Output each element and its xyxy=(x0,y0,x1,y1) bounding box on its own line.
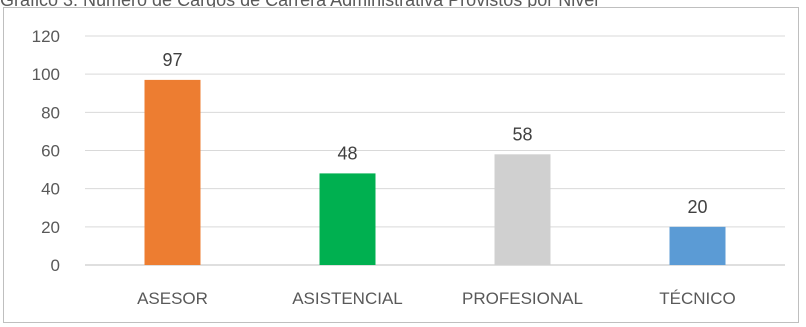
y-tick-label: 120 xyxy=(32,27,60,46)
bar-asistencial xyxy=(319,173,376,265)
y-tick-label: 100 xyxy=(32,65,60,84)
data-label: 20 xyxy=(687,197,707,217)
bar-tecnico xyxy=(669,226,726,265)
bars xyxy=(144,79,726,266)
gridlines xyxy=(85,35,785,266)
data-labels: 97 48 58 20 xyxy=(162,50,707,217)
chart-title: Gráfico 3. Número de Cargos de Carrera A… xyxy=(0,0,806,9)
y-tick-label: 20 xyxy=(41,218,60,237)
y-tick-label: 0 xyxy=(51,256,60,275)
chart-frame xyxy=(3,7,799,323)
x-category-label: ASISTENCIAL xyxy=(292,289,403,308)
data-label: 97 xyxy=(162,50,182,70)
y-tick-label: 60 xyxy=(41,142,60,161)
y-axis-ticks: 0 20 40 60 80 100 120 xyxy=(32,27,60,275)
x-category-label: TÉCNICO xyxy=(659,289,736,308)
data-label: 48 xyxy=(337,143,357,163)
x-category-label: PROFESIONAL xyxy=(462,289,583,308)
y-tick-label: 40 xyxy=(41,180,60,199)
y-tick-label: 80 xyxy=(41,103,60,122)
bar-profesional xyxy=(494,154,551,265)
bar-asesor xyxy=(144,79,201,266)
data-label: 58 xyxy=(512,124,532,144)
x-axis-labels: ASESOR ASISTENCIAL PROFESIONAL TÉCNICO xyxy=(137,289,736,308)
x-category-label: ASESOR xyxy=(137,289,208,308)
